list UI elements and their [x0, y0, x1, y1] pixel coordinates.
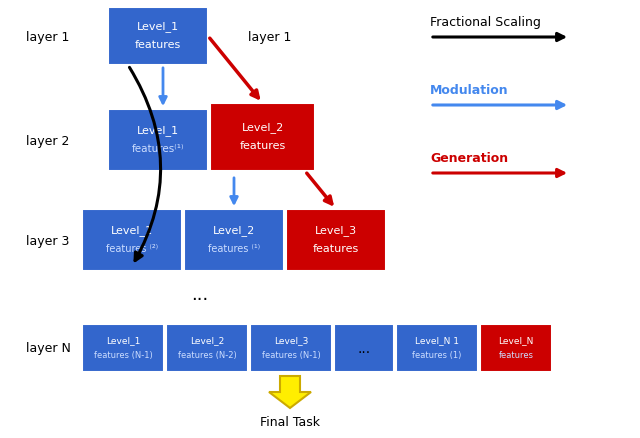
FancyBboxPatch shape: [184, 209, 284, 272]
FancyArrowPatch shape: [230, 178, 237, 204]
Text: layer 2: layer 2: [26, 134, 70, 147]
FancyArrowPatch shape: [307, 174, 332, 205]
Text: features: features: [499, 351, 534, 360]
Text: layer N: layer N: [26, 342, 70, 355]
FancyArrowPatch shape: [129, 68, 161, 261]
Text: Level_1: Level_1: [111, 225, 153, 236]
FancyBboxPatch shape: [250, 324, 332, 372]
FancyBboxPatch shape: [396, 324, 478, 372]
FancyBboxPatch shape: [286, 209, 386, 272]
Text: Level_1: Level_1: [137, 21, 179, 32]
Text: Level_3: Level_3: [315, 225, 357, 236]
Text: ...: ...: [357, 341, 371, 355]
FancyBboxPatch shape: [334, 324, 394, 372]
Text: Fractional Scaling: Fractional Scaling: [430, 15, 541, 28]
Text: Generation: Generation: [430, 151, 508, 164]
Text: features: features: [313, 244, 359, 254]
Text: Modulation: Modulation: [430, 83, 509, 96]
FancyBboxPatch shape: [108, 8, 208, 66]
Text: Level_1: Level_1: [137, 125, 179, 136]
Text: features (N-1): features (N-1): [93, 351, 152, 360]
Text: features ⁽²⁾: features ⁽²⁾: [106, 244, 158, 254]
Text: features: features: [239, 141, 285, 151]
Text: Level_2: Level_2: [241, 122, 284, 133]
FancyBboxPatch shape: [108, 110, 208, 172]
FancyBboxPatch shape: [480, 324, 552, 372]
Text: Level_N: Level_N: [499, 336, 534, 345]
FancyBboxPatch shape: [210, 104, 315, 172]
Text: Level_3: Level_3: [274, 336, 308, 345]
Text: layer 1: layer 1: [248, 30, 291, 43]
Text: features (N-2): features (N-2): [178, 351, 236, 360]
Text: features ⁽¹⁾: features ⁽¹⁾: [208, 244, 260, 254]
Text: layer 1: layer 1: [26, 30, 70, 43]
FancyBboxPatch shape: [166, 324, 248, 372]
Text: Level_1: Level_1: [106, 336, 140, 345]
FancyArrowPatch shape: [210, 39, 259, 99]
Text: Level_2: Level_2: [213, 225, 255, 236]
FancyArrowPatch shape: [159, 69, 166, 104]
Text: ...: ...: [191, 285, 209, 303]
FancyArrow shape: [269, 376, 311, 408]
Text: features: features: [135, 40, 181, 50]
FancyBboxPatch shape: [82, 209, 182, 272]
Text: Final Task: Final Task: [260, 416, 320, 428]
Text: Level_2: Level_2: [190, 336, 224, 345]
Text: layer 3: layer 3: [26, 234, 70, 247]
Text: Level_N 1: Level_N 1: [415, 336, 459, 345]
Text: features (N-1): features (N-1): [262, 351, 321, 360]
FancyBboxPatch shape: [82, 324, 164, 372]
Text: features⁽¹⁾: features⁽¹⁾: [132, 144, 184, 154]
Text: features (1): features (1): [412, 351, 461, 360]
